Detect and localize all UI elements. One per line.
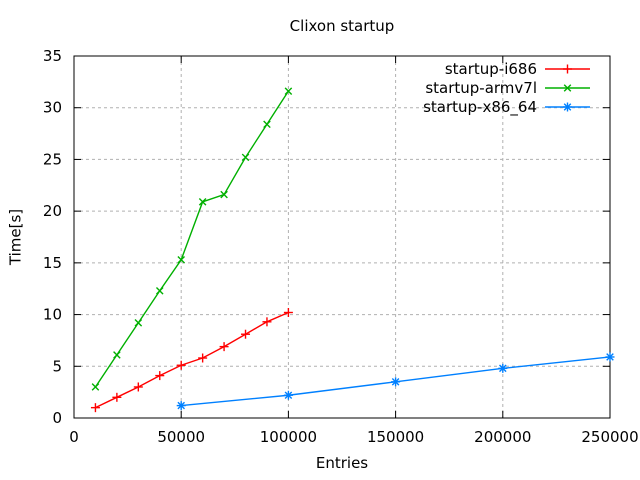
y-tick-label: 15: [43, 254, 62, 272]
y-tick-label: 10: [43, 306, 62, 324]
x-tick-label: 100000: [260, 428, 317, 446]
marker-asterisk: [391, 377, 401, 387]
x-tick-label: 250000: [581, 428, 638, 446]
marker-plus: [241, 329, 251, 339]
marker-cross: [563, 84, 572, 92]
marker-plus: [563, 64, 572, 74]
marker-cross: [198, 198, 207, 206]
marker-plus: [198, 353, 208, 363]
marker-asterisk: [176, 401, 186, 411]
y-tick-label: 20: [43, 202, 62, 220]
marker-plus: [112, 392, 122, 402]
marker-plus: [133, 382, 143, 392]
marker-plus: [176, 360, 186, 370]
marker-cross: [155, 286, 164, 295]
marker-plus: [262, 317, 272, 327]
marker-asterisk: [605, 352, 615, 362]
x-tick-label: 0: [69, 428, 79, 446]
series-markers-startup-x86_64: [176, 352, 615, 411]
y-tick-label: 0: [52, 409, 62, 427]
y-tick-label: 35: [43, 47, 62, 65]
marker-cross: [220, 190, 228, 199]
legend-entry-startup-x86_64: startup-x86_64: [423, 98, 590, 117]
marker-cross: [134, 319, 143, 327]
legend-entry-startup-i686: startup-i686: [445, 60, 590, 78]
legend-label-startup-i686: startup-i686: [445, 60, 537, 78]
marker-plus: [90, 403, 100, 413]
x-tick-label: 200000: [474, 428, 531, 446]
y-tick-label: 25: [43, 150, 62, 168]
marker-plus: [155, 371, 165, 381]
marker-cross: [113, 351, 121, 359]
marker-cross: [284, 87, 293, 95]
marker-cross: [263, 120, 271, 129]
x-axis-label: Entries: [315, 454, 369, 472]
x-tick-label: 50000: [157, 428, 205, 446]
marker-asterisk: [498, 363, 508, 373]
plot-border: [73, 55, 611, 419]
series-markers-startup-armv7l: [91, 87, 293, 391]
marker-plus: [219, 342, 229, 352]
y-tick-label: 5: [52, 357, 62, 375]
series-line-startup-armv7l: [94, 90, 289, 388]
legend-entry-startup-armv7l: startup-armv7l: [425, 79, 590, 97]
marker-plus: [283, 308, 293, 318]
series-markers-startup-i686: [90, 308, 293, 413]
y-tick-label: 30: [43, 99, 62, 117]
marker-cross: [241, 153, 250, 162]
marker-asterisk: [283, 390, 293, 400]
legend-label-startup-armv7l: startup-armv7l: [425, 79, 537, 97]
x-tick-label: 150000: [367, 428, 424, 446]
marker-asterisk: [563, 102, 572, 112]
marker-cross: [177, 255, 185, 264]
series-line-startup-i686: [95, 311, 289, 409]
marker-cross: [91, 383, 100, 391]
legend-label-startup-x86_64: startup-x86_64: [423, 98, 537, 117]
chart-title: Clixon startup: [289, 17, 395, 35]
